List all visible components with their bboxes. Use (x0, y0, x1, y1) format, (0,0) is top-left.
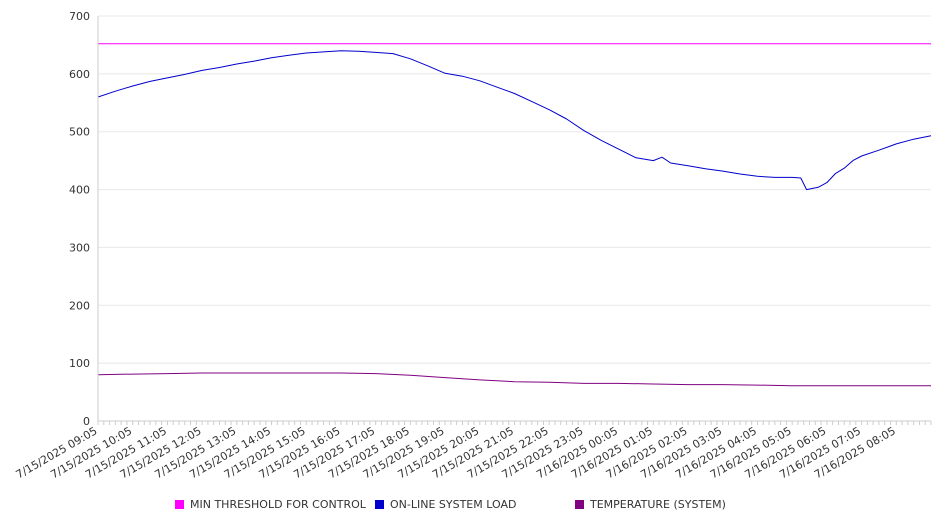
y-tick-label: 500 (69, 126, 90, 139)
y-tick-label: 0 (83, 415, 90, 428)
legend-swatch (375, 500, 384, 509)
legend-label: TEMPERATURE (SYSTEM) (590, 498, 726, 511)
series-line-temperature-system (97, 372, 931, 387)
legend-swatch (575, 500, 584, 509)
legend-item[interactable]: MIN THRESHOLD FOR CONTROL (175, 498, 366, 511)
y-tick-label: 300 (69, 241, 90, 254)
y-tick-label: 700 (69, 10, 90, 23)
y-tick-label: 600 (69, 68, 90, 81)
y-tick-label: 400 (69, 184, 90, 197)
series-lines (97, 43, 932, 387)
y-axis-ticks: 0 100 200 300 400 500 600 700 (69, 10, 90, 428)
gridlines (98, 15, 931, 364)
legend-label: ON-LINE SYSTEM LOAD (390, 498, 517, 511)
legend-item[interactable]: ON-LINE SYSTEM LOAD (375, 498, 516, 511)
legend-swatch (175, 500, 184, 509)
y-tick-label: 100 (69, 357, 90, 370)
series-line-on-line-system-load (97, 50, 932, 191)
legend-label: MIN THRESHOLD FOR CONTROL (190, 498, 366, 511)
x-axis-ticks: 7/15/2025 09:057/15/2025 10:057/15/2025 … (14, 421, 932, 481)
legend: MIN THRESHOLD FOR CONTROL ON-LINE SYSTEM … (0, 498, 946, 514)
y-tick-label: 200 (69, 299, 90, 312)
legend-item[interactable]: TEMPERATURE (SYSTEM) (575, 498, 726, 511)
